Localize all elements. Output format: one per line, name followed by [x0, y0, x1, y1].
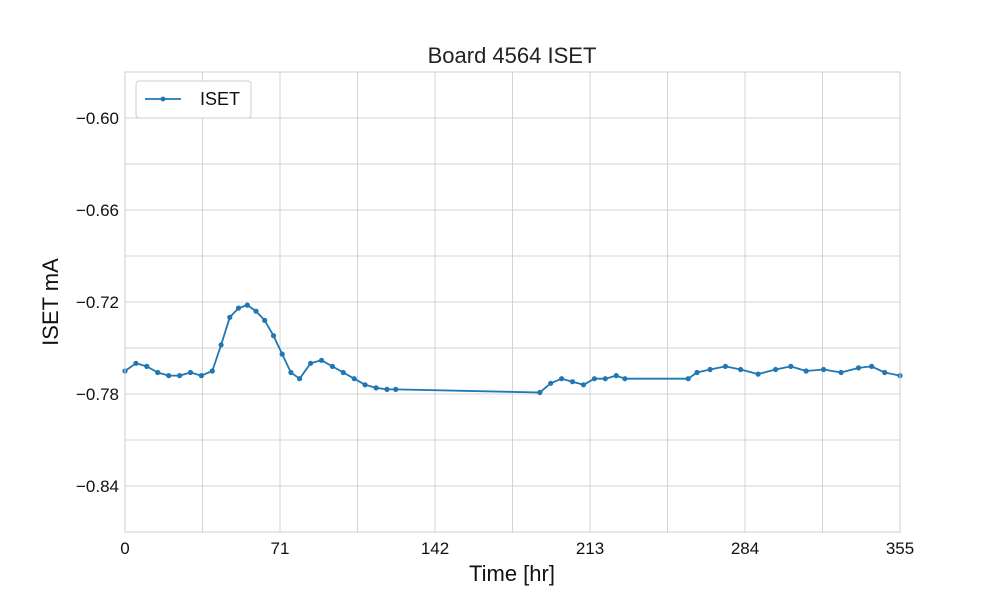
data-point: [393, 386, 399, 392]
data-point: [253, 308, 259, 314]
legend-entry-iset: ISET: [200, 89, 240, 109]
data-point: [198, 373, 204, 379]
data-point: [329, 363, 335, 369]
data-point: [133, 360, 139, 366]
data-point: [773, 366, 779, 373]
data-point: [537, 389, 543, 396]
y-tick-label: −0.60: [76, 109, 119, 128]
data-point: [685, 376, 691, 382]
data-point: [580, 382, 587, 388]
data-point: [882, 369, 888, 376]
legend: ISET: [135, 80, 252, 119]
data-point: [838, 369, 844, 376]
data-point: [373, 385, 379, 391]
data-point: [155, 369, 161, 376]
data-point: [177, 373, 183, 379]
x-tick-label: 0: [120, 539, 129, 558]
data-point: [384, 386, 390, 392]
data-point: [803, 368, 809, 374]
data-point: [707, 366, 713, 373]
series-line: [124, 304, 901, 394]
y-tick-label: −0.84: [76, 477, 119, 496]
x-tick-label: 355: [886, 539, 914, 558]
data-point: [318, 357, 325, 363]
x-tick-labels: 0 71 142 213 284 355: [120, 539, 914, 558]
data-point: [340, 369, 346, 376]
data-point: [738, 366, 744, 373]
data-point: [218, 342, 224, 348]
data-point: [166, 373, 172, 379]
data-point: [235, 305, 242, 311]
data-point: [821, 366, 827, 373]
data-point: [279, 351, 285, 357]
data-point: [262, 317, 268, 323]
y-tick-label: −0.66: [76, 201, 119, 220]
data-point: [351, 376, 357, 382]
x-tick-label: 284: [731, 539, 759, 558]
data-point: [855, 365, 862, 371]
data-point: [288, 369, 294, 376]
data-point: [591, 376, 598, 382]
series-layer: [122, 302, 903, 396]
data-point: [227, 314, 233, 320]
data-point: [187, 369, 194, 376]
data-point: [209, 368, 215, 374]
y-tick-label: −0.72: [76, 293, 119, 312]
y-tick-labels: −0.60 −0.66 −0.72 −0.78 −0.84: [76, 109, 119, 496]
x-tick-label: 213: [576, 539, 604, 558]
data-point: [362, 382, 368, 388]
data-point: [694, 369, 700, 376]
data-point: [569, 379, 576, 385]
data-point: [602, 376, 608, 382]
x-tick-label: 142: [421, 539, 449, 558]
data-point: [308, 360, 314, 366]
grid-lines: [124, 72, 901, 532]
data-point: [622, 376, 628, 382]
data-point: [297, 376, 303, 382]
data-point: [548, 380, 554, 386]
x-tick-label: 71: [271, 539, 290, 558]
data-point: [722, 363, 729, 369]
y-tick-label: −0.78: [76, 385, 119, 404]
data-point: [559, 376, 565, 382]
plot-frame: [124, 71, 901, 533]
data-point: [869, 363, 875, 369]
data-point: [270, 333, 277, 339]
legend-swatch-marker: [160, 96, 166, 102]
data-point: [788, 363, 794, 369]
chart-title: Board 4564 ISET: [428, 43, 597, 68]
data-point: [144, 363, 150, 369]
legend-box: [135, 80, 252, 119]
data-point: [244, 302, 250, 308]
data-point: [755, 371, 761, 377]
x-axis-label: Time [hr]: [469, 561, 555, 586]
y-axis-label: ISET mA: [38, 258, 63, 346]
data-point: [613, 373, 619, 379]
